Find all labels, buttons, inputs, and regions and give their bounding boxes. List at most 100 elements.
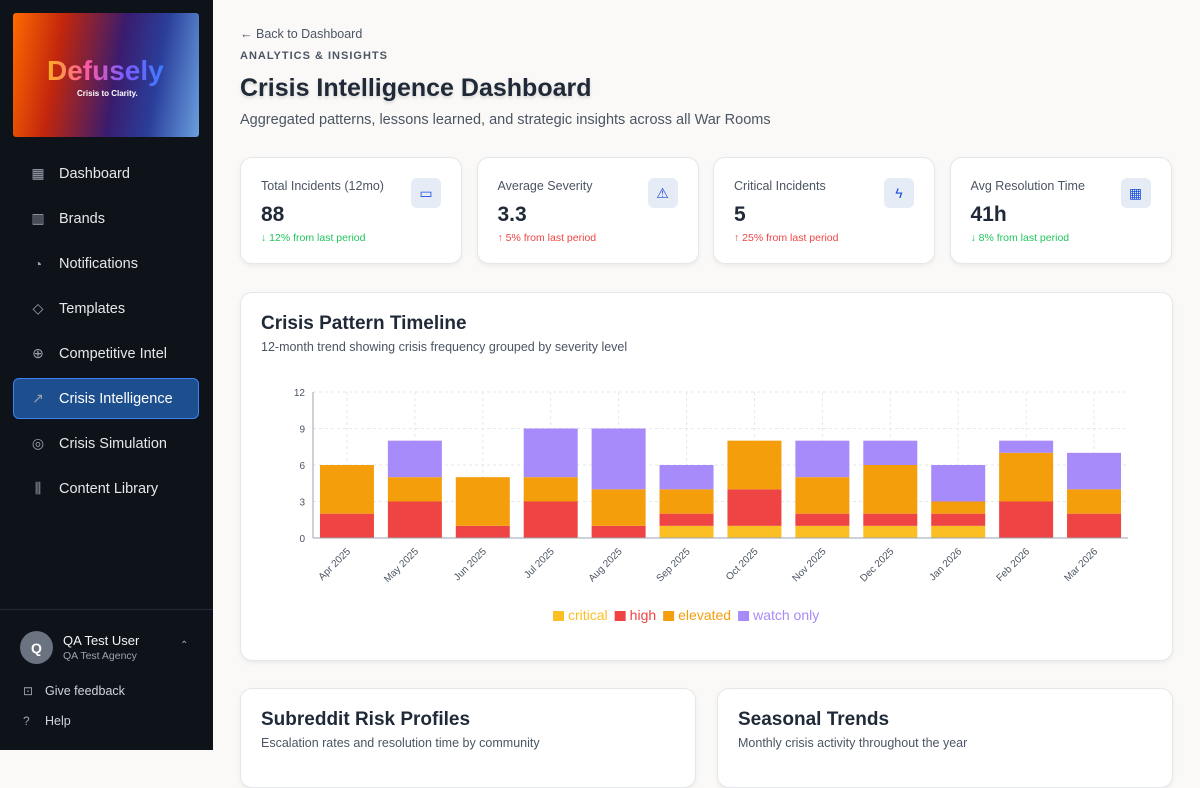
- x-tick-label: Mar 2026: [1063, 546, 1101, 584]
- bar-elevated[interactable]: [455, 477, 510, 526]
- legend-label[interactable]: critical: [568, 607, 608, 623]
- bar-high[interactable]: [387, 501, 442, 539]
- sidebar-item-crisis-intelligence[interactable]: ↗ Crisis Intelligence: [13, 378, 199, 419]
- bar-watch-only[interactable]: [999, 440, 1054, 453]
- bar-watch-only[interactable]: [387, 440, 442, 478]
- sidebar-item-content-library[interactable]: ⫼ Content Library: [13, 468, 199, 509]
- sidebar-item-label: Notifications: [59, 255, 138, 272]
- user-menu[interactable]: Q QA Test User QA Test Agency ⌃: [0, 609, 213, 664]
- bar-watch-only[interactable]: [795, 440, 850, 478]
- stat-change: ↓ 8% from last period: [970, 232, 1070, 244]
- chevron-up-down-icon[interactable]: ⌃: [180, 640, 189, 651]
- y-tick-label: 9: [299, 425, 305, 436]
- bar-high[interactable]: [1067, 513, 1122, 538]
- stat-label: Total Incidents (12mo): [261, 179, 384, 193]
- grid-icon: ▦: [31, 165, 45, 181]
- stacked-bar-chart: 0 3 6 9 12 Apr 2025 May 2025 Jun 2025 Jul 2025 Au…: [294, 388, 1128, 623]
- bar-high[interactable]: [727, 489, 782, 526]
- stat-change: ↓ 12% from last period: [261, 232, 366, 244]
- bar-elevated[interactable]: [931, 501, 986, 514]
- give-feedback-link[interactable]: ⊡ Give feedback: [23, 684, 125, 698]
- legend-label[interactable]: watch only: [752, 607, 819, 623]
- bar-watch-only[interactable]: [863, 440, 918, 465]
- bar-high[interactable]: [931, 513, 986, 526]
- sidebar-item-dashboard[interactable]: ▦ Dashboard: [13, 153, 199, 194]
- stat-card: Total Incidents (12mo) 88 ↓ 12% from las…: [240, 157, 462, 264]
- bar-elevated[interactable]: [387, 477, 442, 502]
- bar-elevated[interactable]: [727, 440, 782, 490]
- bar-elevated[interactable]: [795, 477, 850, 514]
- help-icon: ?: [23, 714, 30, 728]
- x-tick-label: Oct 2025: [724, 546, 761, 583]
- bar-critical[interactable]: [863, 525, 918, 538]
- tag-icon: ◇: [32, 300, 44, 316]
- stat-card: Average Severity 3.3 ↑ 5% from last peri…: [476, 157, 699, 264]
- bar-elevated[interactable]: [319, 465, 374, 514]
- zap-icon: ϟ: [884, 178, 914, 208]
- user-org: QA Test Agency: [63, 650, 137, 662]
- bar-high[interactable]: [659, 513, 714, 526]
- library-icon: ⫼: [34, 480, 42, 496]
- bar-high[interactable]: [319, 513, 374, 538]
- subreddit-risk-card: Subreddit Risk Profiles Escalation rates…: [240, 688, 696, 788]
- sidebar-item-label: Crisis Intelligence: [59, 390, 173, 407]
- bar-high[interactable]: [795, 513, 850, 526]
- x-tick-label: Apr 2025: [317, 546, 354, 583]
- y-tick-label: 6: [299, 461, 305, 472]
- bar-watch-only[interactable]: [659, 465, 714, 490]
- bar-watch-only[interactable]: [523, 428, 578, 478]
- stat-change: ↑ 5% from last period: [497, 232, 597, 244]
- stat-value: 41h: [970, 203, 1007, 226]
- x-tick-label: Sep 2025: [655, 546, 693, 584]
- legend-label[interactable]: high: [630, 607, 656, 623]
- x-tick-label: Jun 2025: [452, 546, 489, 583]
- bar-high[interactable]: [523, 501, 578, 539]
- bar-critical[interactable]: [931, 525, 986, 538]
- help-label: Help: [45, 714, 71, 728]
- bar-watch-only[interactable]: [931, 465, 986, 502]
- help-link[interactable]: ? Help: [23, 714, 71, 728]
- card-title: Seasonal Trends: [738, 709, 890, 730]
- sidebar-item-crisis-simulation[interactable]: ◎ Crisis Simulation: [13, 423, 199, 464]
- legend-swatch: [553, 611, 564, 621]
- sidebar: Defusely Crisis to Clarity. ▦ Dashboard ▥ B…: [0, 0, 213, 750]
- bar-high[interactable]: [999, 501, 1054, 539]
- bar-high[interactable]: [591, 525, 646, 538]
- user-name: QA Test User: [63, 633, 140, 648]
- card-title: Subreddit Risk Profiles: [261, 709, 471, 730]
- bar-elevated[interactable]: [999, 452, 1054, 502]
- stat-value: 88: [261, 203, 285, 226]
- y-tick-label: 12: [294, 388, 306, 399]
- crisis-pattern-timeline-card: Crisis Pattern Timeline 12-month trend s…: [240, 292, 1173, 661]
- bar-elevated[interactable]: [659, 489, 714, 514]
- y-tick-label: 0: [299, 534, 305, 545]
- bar-high[interactable]: [863, 513, 918, 526]
- x-tick-label: May 2025: [382, 546, 421, 585]
- bar-critical[interactable]: [795, 525, 850, 538]
- bar-elevated[interactable]: [591, 489, 646, 526]
- brand-logo[interactable]: Defusely Crisis to Clarity.: [13, 13, 199, 137]
- stat-label: Critical Incidents: [734, 179, 826, 193]
- bar-high[interactable]: [455, 525, 510, 538]
- bar-elevated[interactable]: [523, 477, 578, 502]
- sidebar-item-competitive-intel[interactable]: ⊕ Competitive Intel: [13, 333, 199, 374]
- sidebar-item-notifications[interactable]: ◔ Notifications: [13, 243, 199, 284]
- bar-elevated[interactable]: [1067, 489, 1122, 514]
- bar-watch-only[interactable]: [1067, 452, 1122, 490]
- back-link[interactable]: ← Back to Dashboard: [240, 27, 362, 41]
- sidebar-item-brands[interactable]: ▥ Brands: [13, 198, 199, 239]
- bar-elevated[interactable]: [863, 465, 918, 514]
- sidebar-item-label: Crisis Simulation: [59, 435, 167, 452]
- x-tick-label: Dec 2025: [858, 546, 896, 584]
- building-icon: ▥: [31, 210, 45, 226]
- bar-critical[interactable]: [727, 525, 782, 538]
- bar-critical[interactable]: [659, 525, 714, 538]
- bar-watch-only[interactable]: [591, 428, 646, 490]
- sidebar-item-templates[interactable]: ◇ Templates: [13, 288, 199, 329]
- card-title: Crisis Pattern Timeline: [261, 313, 467, 334]
- legend-label[interactable]: elevated: [678, 607, 731, 623]
- logo-tagline: Crisis to Clarity.: [77, 89, 138, 98]
- eyebrow: ANALYTICS & INSIGHTS: [240, 50, 388, 62]
- page-title: Crisis Intelligence Dashboard: [240, 74, 592, 102]
- stat-label: Average Severity: [497, 179, 593, 193]
